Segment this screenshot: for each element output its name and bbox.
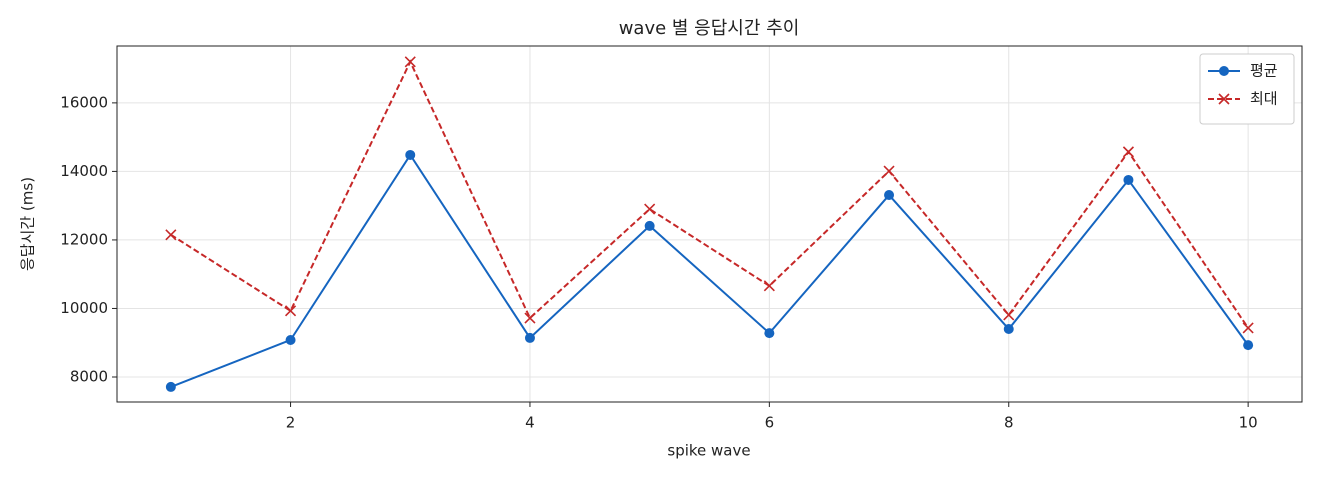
series-line bbox=[170, 153, 1249, 388]
marker bbox=[1242, 322, 1254, 334]
marker bbox=[165, 229, 177, 241]
marker bbox=[884, 190, 895, 201]
x-axis-label: spike wave bbox=[667, 442, 750, 460]
y-tick-label: 10000 bbox=[60, 299, 108, 317]
marker bbox=[763, 280, 775, 292]
legend-marker bbox=[1218, 93, 1230, 105]
x-tick-label: 10 bbox=[1239, 414, 1258, 432]
x-tick-label: 8 bbox=[1004, 414, 1014, 432]
y-tick-label: 8000 bbox=[70, 367, 108, 385]
legend-label: 최대 bbox=[1250, 90, 1278, 108]
marker bbox=[524, 332, 535, 343]
marker bbox=[404, 56, 416, 68]
marker bbox=[285, 334, 296, 345]
marker bbox=[883, 165, 895, 177]
series-line bbox=[170, 59, 1249, 329]
x-tick-label: 2 bbox=[286, 414, 296, 432]
y-tick-label: 16000 bbox=[60, 93, 108, 111]
legend-box bbox=[1199, 53, 1295, 125]
marker bbox=[1003, 309, 1015, 321]
marker bbox=[524, 312, 536, 324]
marker bbox=[1003, 324, 1014, 335]
marker bbox=[165, 381, 176, 392]
y-tick-label: 12000 bbox=[60, 230, 108, 248]
marker bbox=[405, 149, 416, 160]
marker bbox=[1122, 146, 1135, 158]
marker bbox=[284, 305, 297, 317]
legend-label: 평균 bbox=[1250, 62, 1278, 80]
marker bbox=[644, 220, 655, 231]
x-tick-label: 4 bbox=[525, 414, 535, 432]
chart-title: wave 별 응답시간 추이 bbox=[619, 18, 800, 39]
x-tick-label: 6 bbox=[765, 414, 775, 432]
legend-marker bbox=[1219, 66, 1229, 76]
plot-frame bbox=[116, 45, 1303, 403]
y-tick-label: 14000 bbox=[60, 162, 108, 180]
marker bbox=[1243, 340, 1254, 351]
marker bbox=[1123, 174, 1134, 185]
y-axis-label: 응답시간 (ms) bbox=[19, 177, 37, 271]
marker bbox=[644, 203, 656, 215]
marker bbox=[764, 328, 775, 339]
